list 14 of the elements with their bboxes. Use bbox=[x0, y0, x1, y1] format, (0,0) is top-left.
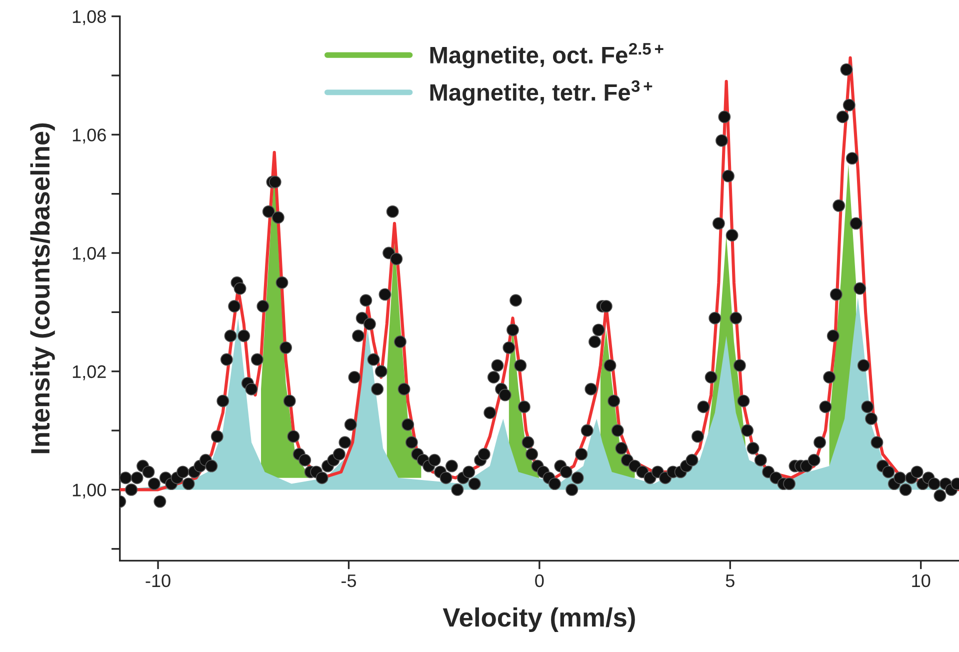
x-tick-label: 10 bbox=[912, 574, 930, 588]
x-tick-label: -10 bbox=[146, 574, 170, 588]
legend-label: Magnetite, tetr. Fe$^{3+}$ bbox=[430, 80, 652, 106]
x-tick-label: 0 bbox=[535, 574, 544, 588]
y-tick-label: 1,04 bbox=[72, 246, 106, 262]
y-axis-title: Intensity (counts/baseline) bbox=[30, 123, 55, 454]
x-axis-title: Velocity (mm/s) bbox=[442, 607, 635, 632]
y-tick-label: 1,02 bbox=[72, 365, 106, 380]
y-tick-label: 1,08 bbox=[72, 10, 106, 26]
y-tick-label: 1,06 bbox=[72, 128, 106, 144]
y-tick-label: 1,00 bbox=[72, 484, 106, 499]
x-tick-label: 5 bbox=[726, 574, 734, 588]
legend-label: Magnetite, oct. Fe$^{2.5+}$ bbox=[430, 42, 664, 68]
x-tick-label: -5 bbox=[342, 574, 356, 588]
